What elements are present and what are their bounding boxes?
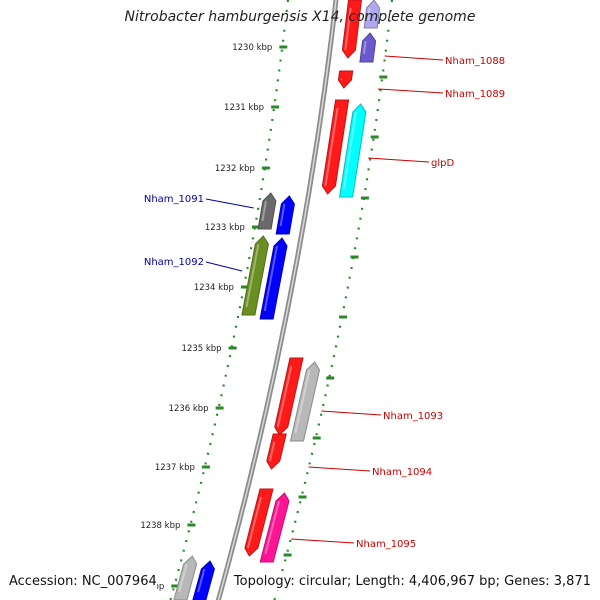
gene-features <box>173 0 381 600</box>
gene-highlight <box>245 243 260 308</box>
gene-highlight <box>263 245 278 312</box>
gene-feature <box>257 192 277 230</box>
gene-highlight <box>367 7 371 21</box>
label-leader-line <box>205 198 254 209</box>
gene-highlight <box>178 563 188 593</box>
gene-label: Nham_1093 <box>383 411 443 422</box>
gene-highlight <box>268 441 276 462</box>
label-leader-line <box>384 55 444 61</box>
right-dotted-line <box>273 0 394 600</box>
gene-label: Nham_1095 <box>356 539 416 550</box>
tick-label: 1235 kbp <box>182 344 222 354</box>
gene-labels: Nham_1088 Nham_1089 glpD Nham_1091 Nham_1092… <box>144 55 505 550</box>
gene-label: Nham_1088 <box>445 56 505 67</box>
gene-highlight <box>294 369 311 434</box>
label-leader-line <box>205 261 243 272</box>
label-leader-line <box>377 88 444 94</box>
label-leader-line <box>321 410 382 416</box>
gene-feature <box>339 103 367 198</box>
gene-highlight <box>344 7 352 51</box>
gene-highlight <box>342 111 357 190</box>
gene-highlight <box>246 496 262 549</box>
backbone-highlight <box>217 0 337 600</box>
tick-label: 1232 kbp <box>215 164 255 174</box>
gene-feature <box>341 0 363 59</box>
label-leader-line <box>291 538 355 544</box>
tick-label: 1231 kbp <box>224 103 264 113</box>
gene-highlight <box>276 365 293 428</box>
gene-feature <box>173 555 198 600</box>
label-leader-line <box>368 157 430 163</box>
tick-label: 1238 kbp <box>140 521 180 531</box>
gene-highlight <box>261 200 267 222</box>
gene-feature <box>274 357 304 436</box>
gene-highlight <box>264 500 280 555</box>
map-title: Nitrobacter hamburgensis X14, complete g… <box>124 9 476 25</box>
gene-label: glpD <box>431 158 454 169</box>
gene-feature <box>359 32 377 63</box>
tick-label: 1233 kbp <box>205 223 245 233</box>
gene-feature <box>241 235 269 316</box>
gene-highlight <box>324 107 339 187</box>
gene-feature <box>244 488 274 557</box>
genome-backbone <box>215 0 339 600</box>
gene-feature <box>259 492 290 563</box>
gene-feature <box>289 361 321 442</box>
gene-label: Nham_1089 <box>445 89 505 100</box>
tick-label: 1237 kbp <box>155 463 195 473</box>
dotted-guide-lines <box>169 0 394 600</box>
gene-label: Nham_1094 <box>372 467 432 478</box>
tick-label: 1230 kbp <box>232 43 272 53</box>
left-dotted-line <box>169 0 290 600</box>
gene-highlight <box>279 203 286 227</box>
gene-feature <box>363 0 381 29</box>
gene-feature <box>337 70 354 89</box>
gene-feature <box>266 433 287 470</box>
tick-label: 1236 kbp <box>169 404 209 414</box>
label-leader-line <box>308 466 371 472</box>
tick-label: 1234 kbp <box>194 283 234 293</box>
gene-label: Nham_1091 <box>144 194 204 205</box>
gene-highlight <box>197 568 206 593</box>
topology-summary-text: Topology: circular; Length: 4,406,967 bp… <box>233 574 591 590</box>
gene-feature <box>321 99 350 195</box>
accession-text: Accession: NC_007964 <box>9 574 157 590</box>
gene-feature <box>259 237 288 320</box>
gene-highlight <box>362 40 367 55</box>
gene-feature <box>275 195 295 235</box>
gene-feature <box>192 560 215 600</box>
gene-label: Nham_1092 <box>144 257 204 268</box>
